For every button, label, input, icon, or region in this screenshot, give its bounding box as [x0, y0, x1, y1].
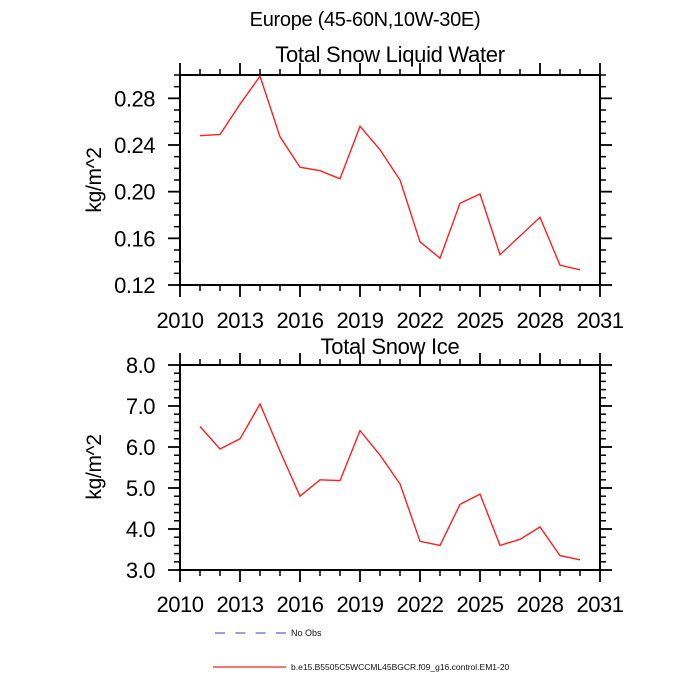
x-tick-label: 2028 — [517, 592, 564, 617]
legend-item-no-obs: No Obs — [291, 628, 322, 638]
legend-item-model-run: b.e15.B5505C5WCCML45BGCR.f09_g16.control… — [291, 662, 509, 672]
y-tick-label: 5.0 — [126, 476, 155, 501]
plot-frame — [179, 74, 601, 286]
x-tick-label: 2019 — [337, 592, 384, 617]
y-tick-label: 0.20 — [114, 180, 155, 205]
y-tick-label: 8.0 — [126, 353, 155, 378]
x-tick-label: 2019 — [337, 308, 384, 333]
x-tick-label: 2022 — [397, 308, 444, 333]
x-tick-label: 2022 — [397, 592, 444, 617]
page-title: Europe (45-60N,10W-30E) — [249, 9, 481, 31]
y-tick-label: 0.16 — [114, 226, 155, 251]
x-tick-label: 2013 — [217, 308, 264, 333]
x-tick-label: 2016 — [277, 592, 324, 617]
x-tick-label: 2025 — [457, 592, 504, 617]
series-line — [199, 74, 581, 271]
y-tick-label: 6.0 — [126, 435, 155, 460]
y-tick-label: 4.0 — [126, 517, 155, 542]
x-tick-label: 2010 — [157, 308, 204, 333]
series-line — [199, 402, 581, 561]
y-tick-label: 7.0 — [126, 394, 155, 419]
x-tick-label: 2031 — [577, 308, 624, 333]
chart2-title: Total Snow Ice — [320, 334, 460, 359]
chart1-title: Total Snow Liquid Water — [275, 42, 505, 67]
x-tick-label: 2028 — [517, 308, 564, 333]
x-tick-label: 2013 — [217, 592, 264, 617]
plot-frame — [179, 364, 601, 571]
x-tick-label: 2010 — [157, 592, 204, 617]
y-tick-label: 0.24 — [114, 133, 155, 158]
y-tick-label: 3.0 — [126, 558, 155, 583]
x-tick-label: 2016 — [277, 308, 324, 333]
legend-label: b.e15.B5505C5WCCML45BGCR.f09_g16.control… — [291, 662, 510, 672]
y-tick-label: 0.28 — [114, 86, 155, 111]
legend-label: No Obs — [291, 628, 322, 638]
x-tick-label: 2025 — [457, 308, 504, 333]
chart2-y-axis-label: kg/m^2 — [83, 434, 106, 500]
x-tick-label: 2031 — [577, 592, 624, 617]
y-tick-label: 0.12 — [114, 273, 155, 298]
chart1-y-axis-label: kg/m^2 — [83, 147, 106, 213]
